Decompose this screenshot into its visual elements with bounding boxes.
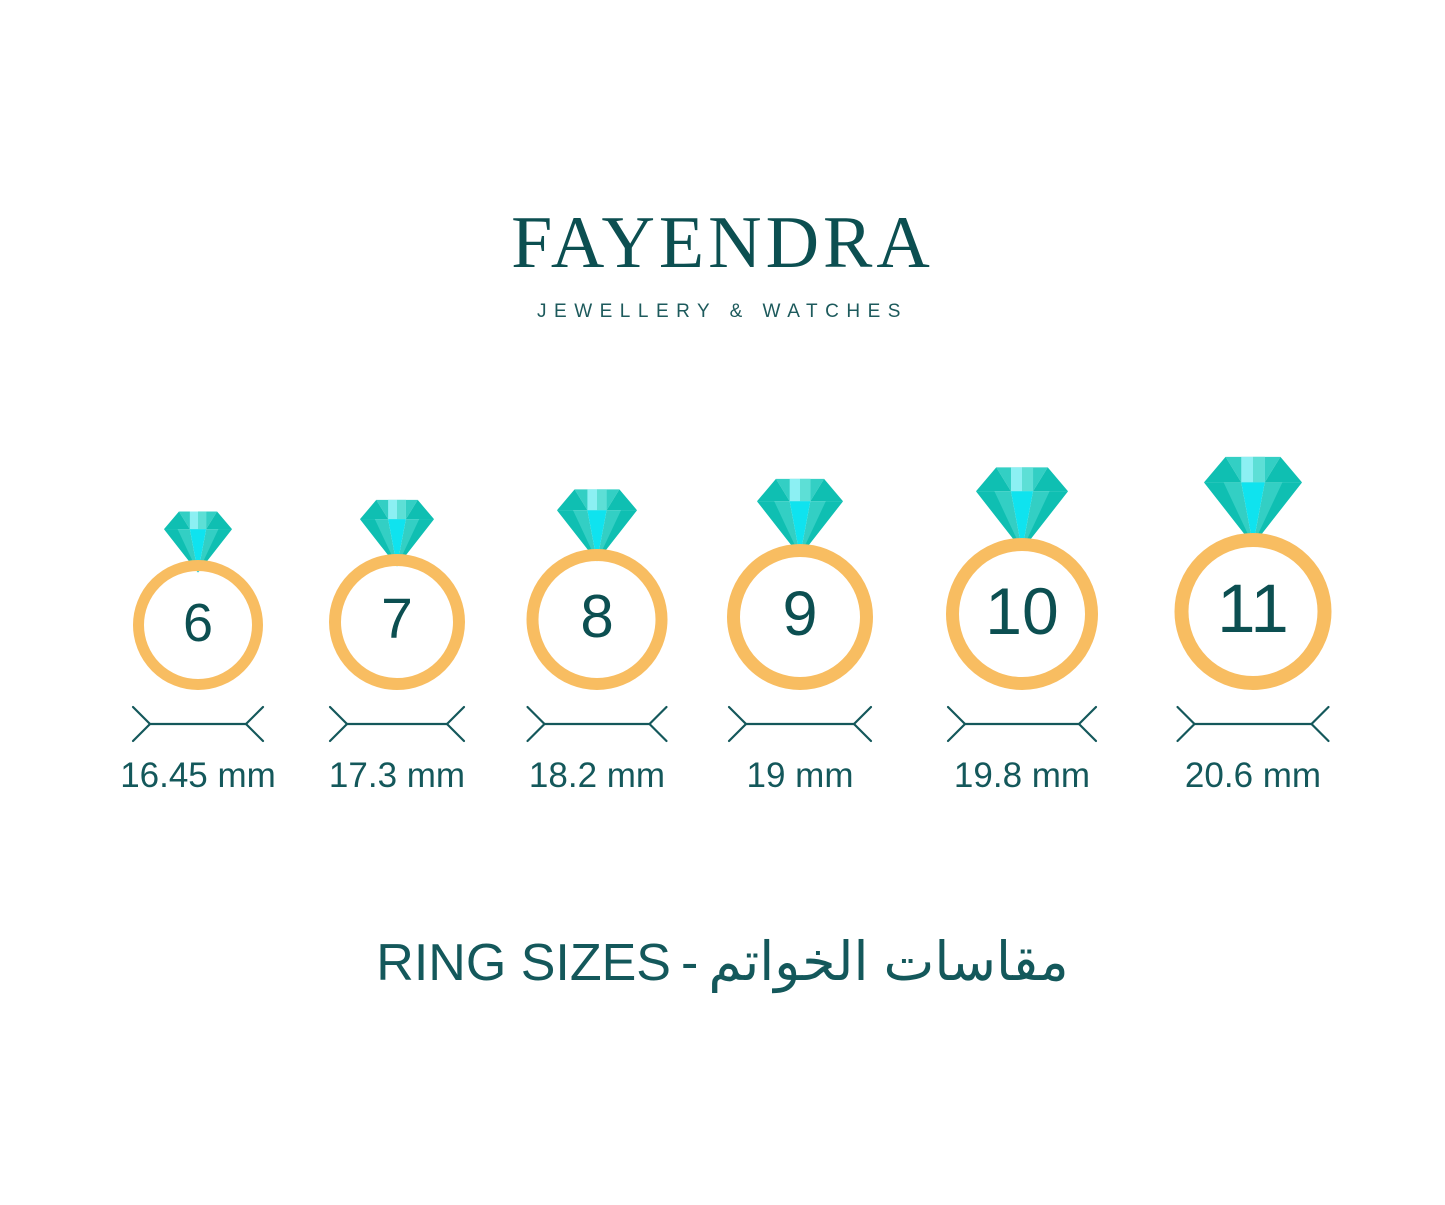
ring-size-number: 6 bbox=[182, 592, 214, 653]
ring-diameter-label: 19 mm bbox=[746, 756, 854, 795]
ring-size-number: 11 bbox=[1217, 570, 1289, 648]
dimension-line bbox=[946, 705, 1098, 743]
diamond-gem-icon bbox=[958, 460, 1086, 552]
page-title-english: RING SIZES bbox=[376, 934, 671, 992]
ring-diameter-label: 16.45 mm bbox=[120, 756, 276, 795]
dimension-line bbox=[526, 705, 668, 743]
ring-diameter-label: 18.2 mm bbox=[528, 756, 666, 795]
diamond-gem-icon bbox=[345, 494, 449, 568]
diamond-gem-icon bbox=[541, 483, 653, 563]
ring-size-number: 10 bbox=[985, 574, 1059, 649]
page-title-separator: - bbox=[680, 934, 699, 992]
diamond-gem-svg bbox=[164, 511, 232, 573]
ring-diameter-label: 19.8 mm bbox=[953, 756, 1091, 795]
ring-band bbox=[133, 560, 263, 690]
diamond-gem-svg bbox=[557, 489, 637, 562]
ring-diameter-label: 17.3 mm bbox=[328, 756, 466, 795]
dimension-line bbox=[328, 705, 466, 743]
ring-diameter-label: 20.6 mm bbox=[1184, 756, 1322, 795]
ring-size-item[interactable]: 6 16.45 mm bbox=[68, 440, 328, 860]
dimension-line-svg bbox=[526, 705, 668, 743]
dimension-line bbox=[131, 705, 265, 743]
ring-size-item[interactable]: 11 20.6 mm bbox=[1123, 440, 1383, 860]
ring-size-item[interactable]: 7 17.3 mm bbox=[267, 440, 527, 860]
diamond-gem-svg bbox=[360, 499, 434, 567]
dimension-line bbox=[1176, 705, 1330, 743]
diamond-gem-svg bbox=[976, 467, 1068, 551]
brand-logo: FAYENDRA JEWELLERY & WATCHES bbox=[0, 206, 1445, 321]
diamond-gem-svg bbox=[1204, 456, 1302, 546]
ring-size-item[interactable]: 9 19 mm bbox=[670, 440, 930, 860]
ring-size-item[interactable]: 8 18.2 mm bbox=[467, 440, 727, 860]
ring-size-number: 9 bbox=[782, 578, 818, 649]
diamond-gem-icon bbox=[740, 472, 860, 558]
ring-size-item[interactable]: 10 19.8 mm bbox=[892, 440, 1152, 860]
dimension-line bbox=[727, 705, 873, 743]
dimension-line-svg bbox=[328, 705, 466, 743]
diamond-gem-icon bbox=[150, 506, 246, 574]
ring-size-row: 6 16.45 mm bbox=[0, 440, 1445, 860]
brand-tagline: JEWELLERY & WATCHES bbox=[537, 301, 908, 322]
dimension-line-svg bbox=[1176, 705, 1330, 743]
dimension-line-svg bbox=[727, 705, 873, 743]
brand-name: FAYENDRA bbox=[511, 202, 934, 284]
dimension-line-svg bbox=[131, 705, 265, 743]
diamond-gem-svg bbox=[757, 478, 843, 557]
diamond-gem-icon bbox=[1185, 449, 1321, 547]
page-title-arabic: مقاسات الخواتم bbox=[708, 932, 1069, 992]
dimension-line-svg bbox=[946, 705, 1098, 743]
ring-size-number: 8 bbox=[580, 583, 614, 651]
ring-size-number: 7 bbox=[381, 587, 413, 652]
page-title: RING SIZES - مقاسات الخواتم bbox=[0, 935, 1445, 989]
